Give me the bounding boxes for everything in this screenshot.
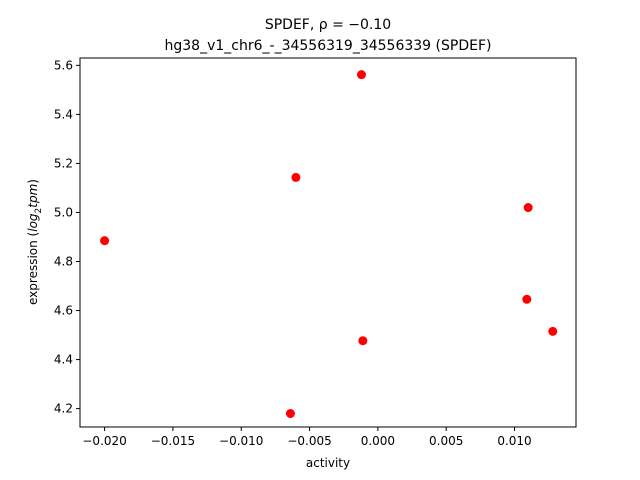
chart-title: SPDEF, ρ = −0.10 bbox=[265, 17, 391, 33]
y-axis-label: expression (log2tpm) bbox=[26, 179, 44, 305]
y-tick-label: 4.8 bbox=[54, 255, 73, 269]
y-tick-label: 5.2 bbox=[54, 156, 73, 170]
data-points bbox=[100, 70, 558, 419]
x-tick-label: 0.000 bbox=[361, 434, 395, 448]
data-point bbox=[548, 326, 558, 336]
x-tick-label: −0.005 bbox=[287, 434, 331, 448]
y-tick-label: 5.0 bbox=[54, 205, 73, 219]
x-tick-label: −0.010 bbox=[219, 434, 263, 448]
y-tick-label: 4.6 bbox=[54, 304, 73, 318]
data-point bbox=[291, 172, 301, 182]
x-tick-label: 0.010 bbox=[497, 434, 531, 448]
y-axis-label-end: ) bbox=[26, 179, 40, 184]
data-point bbox=[100, 236, 110, 246]
data-point bbox=[522, 294, 532, 304]
x-tick-label: −0.015 bbox=[151, 434, 195, 448]
x-tick-label: −0.020 bbox=[82, 434, 126, 448]
y-tick-label: 4.4 bbox=[54, 353, 73, 367]
data-point bbox=[523, 203, 533, 213]
y-axis-label-main: expression ( bbox=[26, 232, 40, 305]
data-point bbox=[285, 409, 295, 419]
plot-area-frame bbox=[79, 57, 577, 428]
data-point bbox=[358, 336, 368, 346]
y-tick-label: 4.2 bbox=[54, 402, 73, 416]
x-tick-label: 0.005 bbox=[429, 434, 463, 448]
y-axis: 4.2 4.4 4.6 4.8 5.0 5.2 5.4 5.6 bbox=[54, 58, 80, 416]
y-tick-label: 5.6 bbox=[54, 58, 73, 72]
y-axis-label-tpm: tpm bbox=[26, 184, 40, 208]
y-axis-label-log: log bbox=[26, 213, 40, 232]
x-axis: −0.020 −0.015 −0.010 −0.005 0.000 0.005 0.010 bbox=[82, 427, 532, 448]
data-point bbox=[356, 70, 366, 80]
y-axis-label-sub: 2 bbox=[34, 208, 44, 214]
chart-subtitle: hg38_v1_chr6_-_34556319_34556339 (SPDEF) bbox=[165, 38, 492, 54]
x-axis-label: activity bbox=[306, 456, 350, 470]
y-tick-label: 5.4 bbox=[54, 107, 73, 121]
